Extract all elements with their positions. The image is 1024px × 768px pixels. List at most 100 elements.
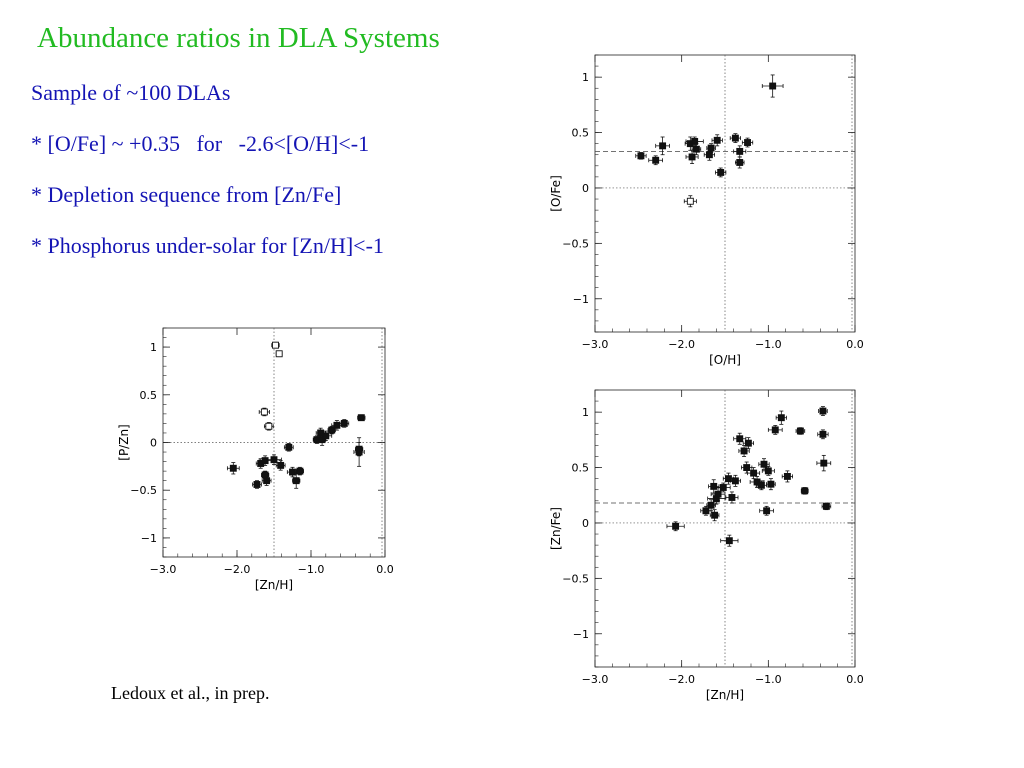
filled-square-marker (736, 147, 744, 155)
filled-square-marker (743, 464, 751, 472)
data-point (715, 482, 731, 493)
data-point (795, 427, 806, 435)
open-square-marker (265, 422, 273, 430)
filled-square-marker (277, 461, 285, 469)
data-point (755, 480, 768, 491)
filled-square-marker (707, 501, 715, 509)
filled-square-marker (285, 443, 293, 451)
y-tick-label: −1 (573, 628, 589, 641)
filled-square-marker (736, 435, 744, 443)
open-square-marker (260, 408, 268, 416)
y-axis-label: [Zn/Fe] (549, 507, 563, 550)
x-tick-label: −2.0 (668, 673, 695, 686)
filled-square-marker (731, 134, 739, 142)
data-point (283, 443, 294, 452)
y-tick-label: −0.5 (562, 237, 589, 250)
filled-square-marker (261, 457, 269, 465)
filled-square-marker (801, 487, 809, 495)
filled-square-marker (769, 82, 777, 90)
y-tick-label: −0.5 (130, 484, 157, 497)
y-tick-label: 0 (582, 182, 589, 195)
filled-square-marker (713, 136, 721, 144)
filled-square-marker (691, 137, 699, 145)
data-point (648, 155, 663, 166)
bullet-o-fe: * [O/Fe] ~ +0.35 for -2.6<[O/H]<-1 (31, 131, 370, 156)
filled-square-marker (711, 511, 719, 519)
filled-square-marker (760, 460, 768, 468)
y-tick-label: 1 (582, 71, 589, 84)
filled-square-marker (783, 472, 791, 480)
data-point (715, 167, 727, 178)
data-point (275, 460, 286, 471)
y-tick-label: 0.5 (140, 389, 158, 402)
data-point (666, 521, 685, 532)
data-point (817, 429, 829, 440)
x-tick-label: −1.0 (298, 563, 325, 576)
y-tick-label: −1 (573, 293, 589, 306)
filled-square-marker (819, 430, 827, 438)
filled-square-marker (261, 471, 269, 479)
filled-square-marker (767, 480, 775, 488)
filled-square-marker (340, 419, 348, 427)
filled-square-marker (318, 436, 326, 444)
filled-square-marker (652, 156, 660, 164)
x-tick-label: −3.0 (582, 673, 609, 686)
data-point (741, 461, 753, 474)
data-point (706, 143, 716, 153)
data-point (742, 437, 755, 450)
chart-p-zn-plot: −3.0 −2.0 −1.0 0.0 −1 −0.5 0 0.5 1 [Zn/H] [P/Zn] (117, 327, 394, 592)
data-point (734, 156, 745, 169)
filled-square-marker (355, 445, 363, 453)
open-square-marker (686, 197, 694, 205)
data-point (258, 455, 272, 466)
bullet-list: Sample of ~100 DLAs * [O/Fe] ~ +0.35 for… (31, 78, 384, 282)
data-point (655, 136, 670, 156)
x-tick-label: 0.0 (846, 673, 864, 686)
x-tick-label: 0.0 (376, 563, 394, 576)
x-tick-label: −1.0 (755, 673, 782, 686)
y-tick-label: 1 (582, 406, 589, 419)
filled-square-marker (637, 152, 645, 160)
plot-frame (162, 327, 386, 558)
citation: Ledoux et al., in prep. (111, 683, 270, 703)
data-point (685, 149, 699, 164)
filled-square-marker (714, 490, 722, 498)
data-point (733, 145, 747, 158)
chart-p-zn: −3.0 −2.0 −1.0 0.0 −1 −0.5 0 0.5 1 [Zn/H] [P/Zn] (100, 322, 400, 592)
filled-square-marker (822, 502, 830, 510)
open-square-marker (272, 341, 279, 349)
filled-square-marker (820, 459, 828, 467)
chart-zn-fe: −3.0 −2.0 −1.0 0.0 −1 −0.5 0 0.5 1 [Zn/H] [Zn/Fe] (549, 385, 890, 702)
y-tick-label: 0.5 (572, 462, 590, 475)
y-axis-label: [O/Fe] (549, 175, 563, 211)
filled-square-marker (744, 139, 751, 146)
data-point (818, 406, 828, 416)
bullet-sample-size: Sample of ~100 DLAs (31, 80, 231, 105)
filled-square-marker (702, 507, 710, 515)
data-point (292, 472, 301, 489)
data-point-open (683, 195, 697, 208)
chart-o-fe: −3.0 −2.0 −1.0 0.0 −1 −0.5 0 0.5 1 [O/H] [O/Fe] (549, 50, 890, 367)
filled-square-marker (725, 537, 733, 545)
data-point (781, 470, 794, 483)
y-tick-label: −0.5 (562, 572, 589, 585)
filled-square-marker (719, 484, 727, 491)
data-point (759, 505, 774, 516)
data-point-open (275, 350, 283, 358)
data-point (319, 430, 333, 441)
x-tick-label: 0.0 (846, 338, 864, 351)
filled-square-marker (322, 432, 330, 440)
filled-square-marker (707, 144, 715, 152)
data-point (722, 472, 735, 485)
x-tick-label: −2.0 (224, 563, 251, 576)
chart-o-fe-plot: −3.0 −2.0 −1.0 0.0 −1 −0.5 0 0.5 1 [O/H] [O/Fe] (549, 54, 864, 367)
data-point-open (271, 341, 280, 349)
filled-square-marker (796, 427, 804, 435)
bullet-phosphorus: * Phosphorus under-solar for [Zn/H]<-1 (31, 233, 384, 258)
filled-square-marker (229, 464, 237, 472)
filled-square-marker (357, 414, 365, 422)
filled-square-marker (292, 477, 300, 485)
filled-square-marker (333, 421, 341, 429)
data-point (738, 445, 750, 457)
data-point (821, 502, 832, 511)
